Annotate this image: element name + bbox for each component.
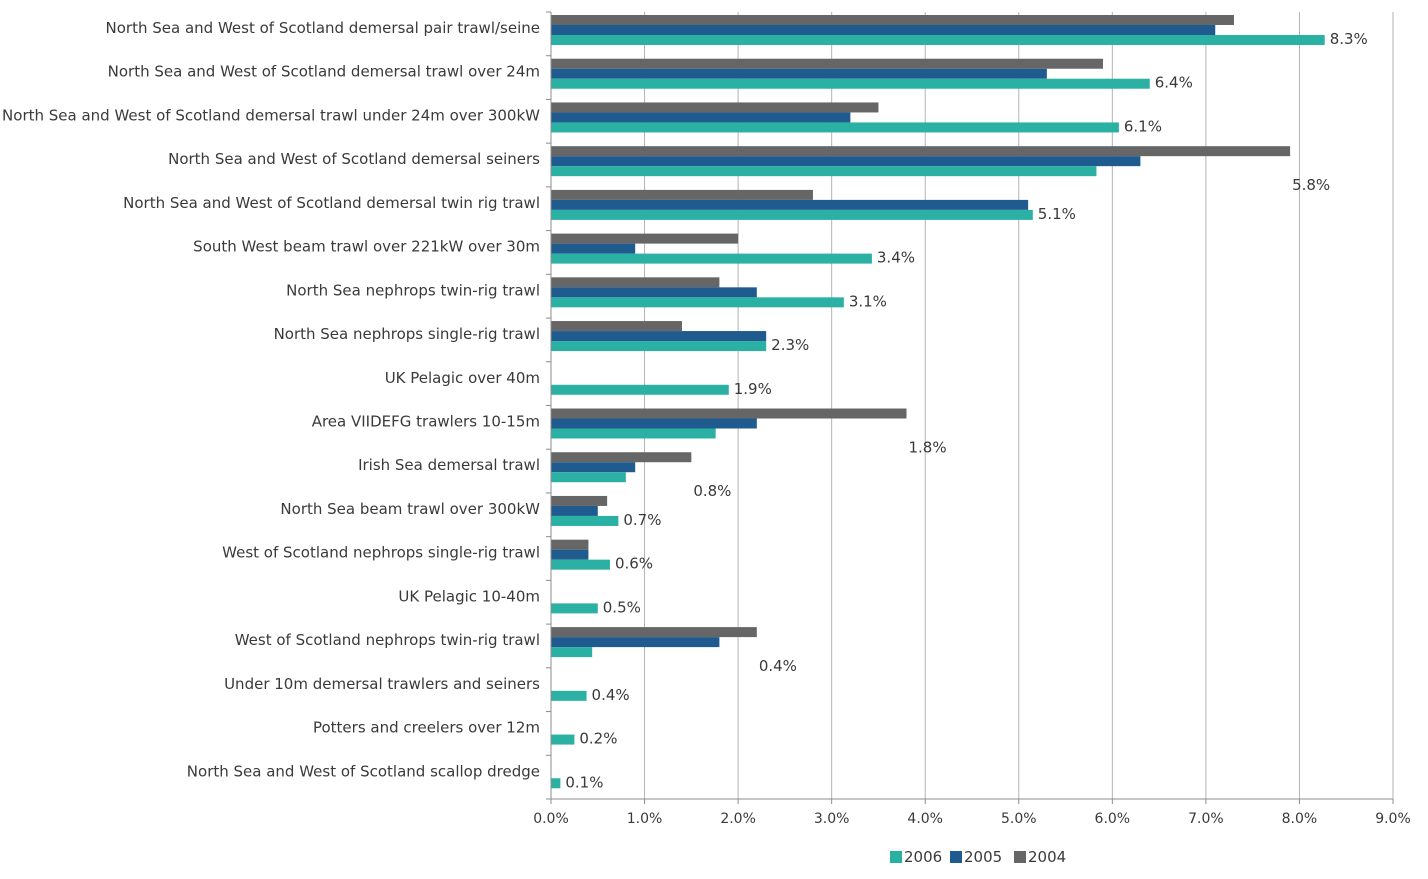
category-label: UK Pelagic over 40m — [385, 369, 540, 387]
data-label-2006: 0.7% — [623, 511, 661, 529]
data-label-2006: 8.3% — [1330, 30, 1368, 48]
bar-2006 — [551, 647, 593, 658]
bar-2006 — [551, 166, 1097, 177]
legend-swatch-2004 — [1014, 851, 1026, 863]
x-tick-label: 1.0% — [627, 811, 663, 827]
category-label: West of Scotland nephrops single-rig tra… — [222, 544, 540, 562]
bar-2005 — [551, 331, 767, 342]
bar-2004 — [551, 627, 757, 638]
bar-2006 — [551, 559, 610, 570]
data-label-2006: 5.1% — [1038, 205, 1076, 223]
bar-2006 — [551, 472, 626, 483]
category-label: Irish Sea demersal trawl — [358, 456, 540, 474]
bar-2005 — [551, 243, 636, 254]
bar-2004 — [551, 15, 1234, 25]
bar-2004 — [551, 277, 720, 288]
legend-label-2004: 2004 — [1028, 848, 1066, 866]
category-label: South West beam trawl over 221kW over 30… — [193, 238, 540, 256]
category-label: Under 10m demersal trawlers and seiners — [224, 675, 540, 693]
bar-2005 — [551, 68, 1047, 79]
bar-2006 — [551, 603, 598, 614]
category-label: North Sea nephrops twin-rig trawl — [286, 281, 540, 299]
bar-2005 — [551, 418, 757, 429]
legend-label-2006: 2006 — [904, 848, 942, 866]
bar-2006 — [551, 515, 619, 526]
bar-2005 — [551, 549, 589, 560]
category-label: North Sea and West of Scotland demersal … — [2, 106, 540, 124]
bar-2006 — [551, 428, 716, 439]
bar-2004 — [551, 321, 682, 332]
bar-2004 — [551, 102, 879, 113]
legend-swatch-2005 — [950, 851, 962, 863]
bar-2006 — [551, 209, 1033, 220]
category-label: North Sea and West of Scotland demersal … — [108, 63, 540, 81]
category-label: West of Scotland nephrops twin-rig trawl — [235, 631, 540, 649]
x-tick-label: 6.0% — [1095, 811, 1131, 827]
category-label: North Sea and West of Scotland scallop d… — [187, 762, 540, 780]
category-label: North Sea and West of Scotland demersal … — [106, 19, 540, 37]
category-label: North Sea and West of Scotland demersal … — [168, 150, 540, 168]
data-label-2006: 2.3% — [771, 336, 809, 354]
bar-2006 — [551, 384, 729, 395]
bar-2004 — [551, 146, 1291, 157]
bar-2004 — [551, 452, 692, 463]
data-label-2006: 0.4% — [759, 657, 797, 675]
category-label: North Sea and West of Scotland demersal … — [123, 194, 540, 212]
bar-2005 — [551, 199, 1029, 210]
data-label-2006: 6.1% — [1124, 117, 1162, 135]
x-tick-label: 5.0% — [1001, 811, 1037, 827]
bar-2006 — [551, 122, 1119, 133]
data-label-2006: 6.4% — [1155, 74, 1193, 92]
bar-2004 — [551, 189, 813, 200]
bar-2004 — [551, 539, 589, 550]
bar-2006 — [551, 35, 1325, 45]
x-tick-label: 9.0% — [1375, 811, 1411, 827]
data-label-2006: 0.5% — [603, 598, 641, 616]
bar-2006 — [551, 78, 1150, 89]
data-label-2006: 0.8% — [693, 482, 731, 500]
legend-label-2005: 2005 — [964, 848, 1002, 866]
bar-2006 — [551, 253, 872, 264]
data-label-2006: 5.8% — [1292, 176, 1330, 194]
data-label-2006: 0.2% — [579, 730, 617, 748]
bar-2004 — [551, 495, 608, 506]
x-tick-label: 4.0% — [907, 811, 943, 827]
data-label-2006: 3.4% — [877, 249, 915, 267]
bar-2005 — [551, 156, 1141, 167]
category-label: North Sea nephrops single-rig trawl — [274, 325, 540, 343]
data-label-2006: 0.4% — [592, 686, 630, 704]
category-label: Potters and creelers over 12m — [313, 719, 540, 737]
category-label: Area VIIDEFG trawlers 10-15m — [312, 413, 540, 431]
data-label-2006: 3.1% — [849, 292, 887, 310]
bar-2004 — [551, 233, 739, 244]
bar-2005 — [551, 287, 757, 298]
category-label: UK Pelagic 10-40m — [398, 587, 540, 605]
bar-2005 — [551, 462, 636, 473]
bar-2005 — [551, 112, 851, 123]
bar-2006 — [551, 734, 575, 745]
x-tick-label: 2.0% — [720, 811, 756, 827]
data-label-2006: 0.1% — [565, 773, 603, 791]
bar-2005 — [551, 505, 598, 516]
data-label-2006: 1.8% — [909, 439, 947, 457]
x-tick-label: 7.0% — [1188, 811, 1224, 827]
data-label-2006: 1.9% — [734, 380, 772, 398]
x-tick-label: 3.0% — [814, 811, 850, 827]
legend-swatch-2006 — [890, 851, 902, 863]
bar-2006 — [551, 341, 767, 352]
bar-2005 — [551, 25, 1216, 35]
data-label-2006: 0.6% — [615, 555, 653, 573]
bar-2006 — [551, 778, 561, 789]
category-label: North Sea beam trawl over 300kW — [280, 500, 540, 518]
x-tick-label: 0.0% — [533, 811, 569, 827]
x-tick-label: 8.0% — [1282, 811, 1318, 827]
bar-2006 — [551, 690, 587, 701]
bar-2004 — [551, 408, 907, 419]
bar-2005 — [551, 637, 720, 648]
bar-2004 — [551, 58, 1103, 69]
bar-2006 — [551, 297, 844, 308]
